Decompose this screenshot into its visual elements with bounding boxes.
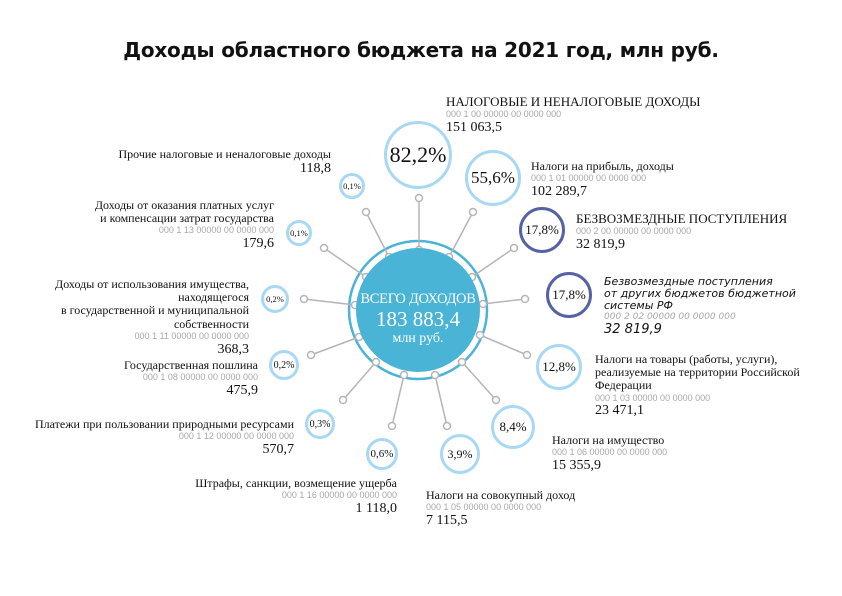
item-name: Штрафы, санкции, возмещение ущерба xyxy=(195,476,397,490)
percent-text: 0,1% xyxy=(290,228,308,238)
percent-text: 3,9% xyxy=(447,446,473,461)
item-code: 000 1 03 00000 00 0000 000 xyxy=(595,392,711,403)
item-code: 000 1 13 00000 00 0000 000 xyxy=(158,225,274,236)
item-code: 000 2 02 00000 00 0000 000 xyxy=(604,312,736,323)
item-code: 000 1 08 00000 00 0000 000 xyxy=(142,372,258,383)
percent-bubble-state-duty: 0,2% xyxy=(269,350,299,380)
percent-bubble-goods-tax: 12,8% xyxy=(536,344,582,390)
percent-text: 12,8% xyxy=(542,359,576,374)
percent-bubble-gratuitous: 17,8% xyxy=(519,207,565,253)
label-property-tax: Налоги на имущество 000 1 06 00000 00 00… xyxy=(552,433,668,474)
item-code: 000 2 00 00000 00 0000 000 xyxy=(576,226,692,237)
percent-text: 0,3% xyxy=(309,418,331,430)
item-name: Налоги на прибыль, доходы xyxy=(531,159,674,173)
percent-text: 0,2% xyxy=(273,359,295,371)
percent-bubble-property-use: 0,2% xyxy=(261,285,289,313)
item-value: 1 118,0 xyxy=(355,501,397,517)
percent-bubble-fines: 0,6% xyxy=(366,438,398,470)
percent-bubble-tax-nontax: 82,2% xyxy=(384,121,452,189)
percent-bubble-transfers: 17,8% xyxy=(546,272,592,318)
item-code: 000 1 06 00000 00 0000 000 xyxy=(552,447,668,458)
percent-text: 17,8% xyxy=(525,222,559,237)
label-gratuitous: БЕЗВОЗМЕЗДНЫЕ ПОСТУПЛЕНИЯ 000 2 00 00000… xyxy=(576,211,788,253)
item-value: 118,8 xyxy=(300,161,331,177)
total-income-hub: ВСЕГО ДОХОДОВ 183 883,4 млн руб. xyxy=(356,248,480,372)
item-name: Налоги на имущество xyxy=(552,433,665,447)
percent-bubble-profit-tax: 55,6% xyxy=(465,150,521,206)
label-profit-tax: Налоги на прибыль, доходы 000 1 01 00000… xyxy=(531,159,674,200)
label-natural-resources: Платежи при пользовании природными ресур… xyxy=(34,417,295,458)
item-value: 102 289,7 xyxy=(531,184,587,200)
item-code: 000 1 00 00000 00 0000 000 xyxy=(446,109,562,120)
label-tax-nontax: НАЛОГОВЫЕ И НЕНАЛОГОВЫЕ ДОХОДЫ 000 1 00 … xyxy=(446,94,701,136)
label-aggregate-income-tax: Налоги на совокупный доход 000 1 05 0000… xyxy=(426,488,576,529)
item-name-line1: Налоги на товары (работы, услуги), xyxy=(595,352,778,366)
total-value: 183 883,4 xyxy=(376,307,460,331)
label-transfers: Безвозмездные поступления от других бюдж… xyxy=(604,275,842,338)
item-value: 151 063,5 xyxy=(446,120,502,136)
item-code: 000 1 05 00000 00 0000 000 xyxy=(426,502,542,513)
item-value: 15 355,9 xyxy=(552,458,601,474)
percent-bubble-paid-services: 0,1% xyxy=(286,220,312,246)
percent-bubble-other: 0,1% xyxy=(339,173,365,199)
item-name-line2: и компенсации затрат государства xyxy=(100,211,274,226)
item-name-line2: реализуемые на территории Российской Фед… xyxy=(595,365,800,393)
item-value: 23 471,1 xyxy=(595,403,644,419)
item-name: Налоги на совокупный доход xyxy=(426,488,576,502)
item-name-line1: Доходы от использования имущества, наход… xyxy=(55,277,249,305)
percent-text: 82,2% xyxy=(389,142,447,167)
item-value: 32 819,9 xyxy=(604,322,662,338)
total-label: ВСЕГО ДОХОДОВ xyxy=(360,291,476,307)
item-value: 32 819,9 xyxy=(576,237,625,253)
item-name: НАЛОГОВЫЕ И НЕНАЛОГОВЫЕ ДОХОДЫ xyxy=(446,94,701,109)
item-code: 000 1 12 00000 00 0000 000 xyxy=(178,431,294,442)
page-title: Доходы областного бюджета на 2021 год, м… xyxy=(123,38,719,62)
item-code: 000 1 11 00000 00 0000 000 xyxy=(134,330,249,341)
item-value: 570,7 xyxy=(262,442,295,458)
label-goods-tax: Налоги на товары (работы, услуги), реали… xyxy=(595,352,842,419)
percent-text: 0,6% xyxy=(370,448,394,460)
total-unit: млн руб. xyxy=(392,331,444,346)
label-fines: Штрафы, санкции, возмещение ущерба 000 1… xyxy=(195,476,397,517)
percent-bubble-property-tax: 8,4% xyxy=(491,405,535,449)
item-value: 7 115,5 xyxy=(426,513,468,529)
percent-text: 8,4% xyxy=(499,419,527,434)
item-value: 179,6 xyxy=(242,236,275,252)
item-code: 000 1 16 00000 00 0000 000 xyxy=(281,490,397,501)
item-name: БЕЗВОЗМЕЗДНЫЕ ПОСТУПЛЕНИЯ xyxy=(576,211,788,226)
item-value: 368,3 xyxy=(217,341,250,357)
item-name-line1: Безвозмездные поступления xyxy=(604,275,773,288)
item-value: 475,9 xyxy=(226,383,259,399)
label-state-duty: Государственная пошлина 000 1 08 00000 0… xyxy=(123,358,259,399)
percent-text: 55,6% xyxy=(471,168,515,187)
item-name: Прочие налоговые и неналоговые доходы xyxy=(118,147,331,161)
label-property-use: Доходы от использования имущества, наход… xyxy=(0,277,250,357)
percent-bubble-natural-resources: 0,3% xyxy=(305,409,335,439)
item-name-line1: Доходы от оказания платных услуг xyxy=(94,198,274,212)
item-name: Платежи при пользовании природными ресур… xyxy=(34,417,294,431)
percent-bubble-aggregate-income-tax: 3,9% xyxy=(440,434,480,474)
item-name: Государственная пошлина xyxy=(123,358,258,372)
label-paid-services: Доходы от оказания платных услуг и компе… xyxy=(94,198,275,252)
percent-text: 0,2% xyxy=(266,294,284,304)
percent-text: 17,8% xyxy=(552,287,586,302)
label-other: Прочие налоговые и неналоговые доходы 11… xyxy=(118,147,331,177)
item-name-line2: в государственной и муниципальной собств… xyxy=(60,303,249,331)
item-name-line2: от других бюджетов бюджетной системы РФ xyxy=(604,287,796,313)
percent-text: 0,1% xyxy=(343,181,361,191)
item-code: 000 1 01 00000 00 0000 000 xyxy=(531,173,647,184)
